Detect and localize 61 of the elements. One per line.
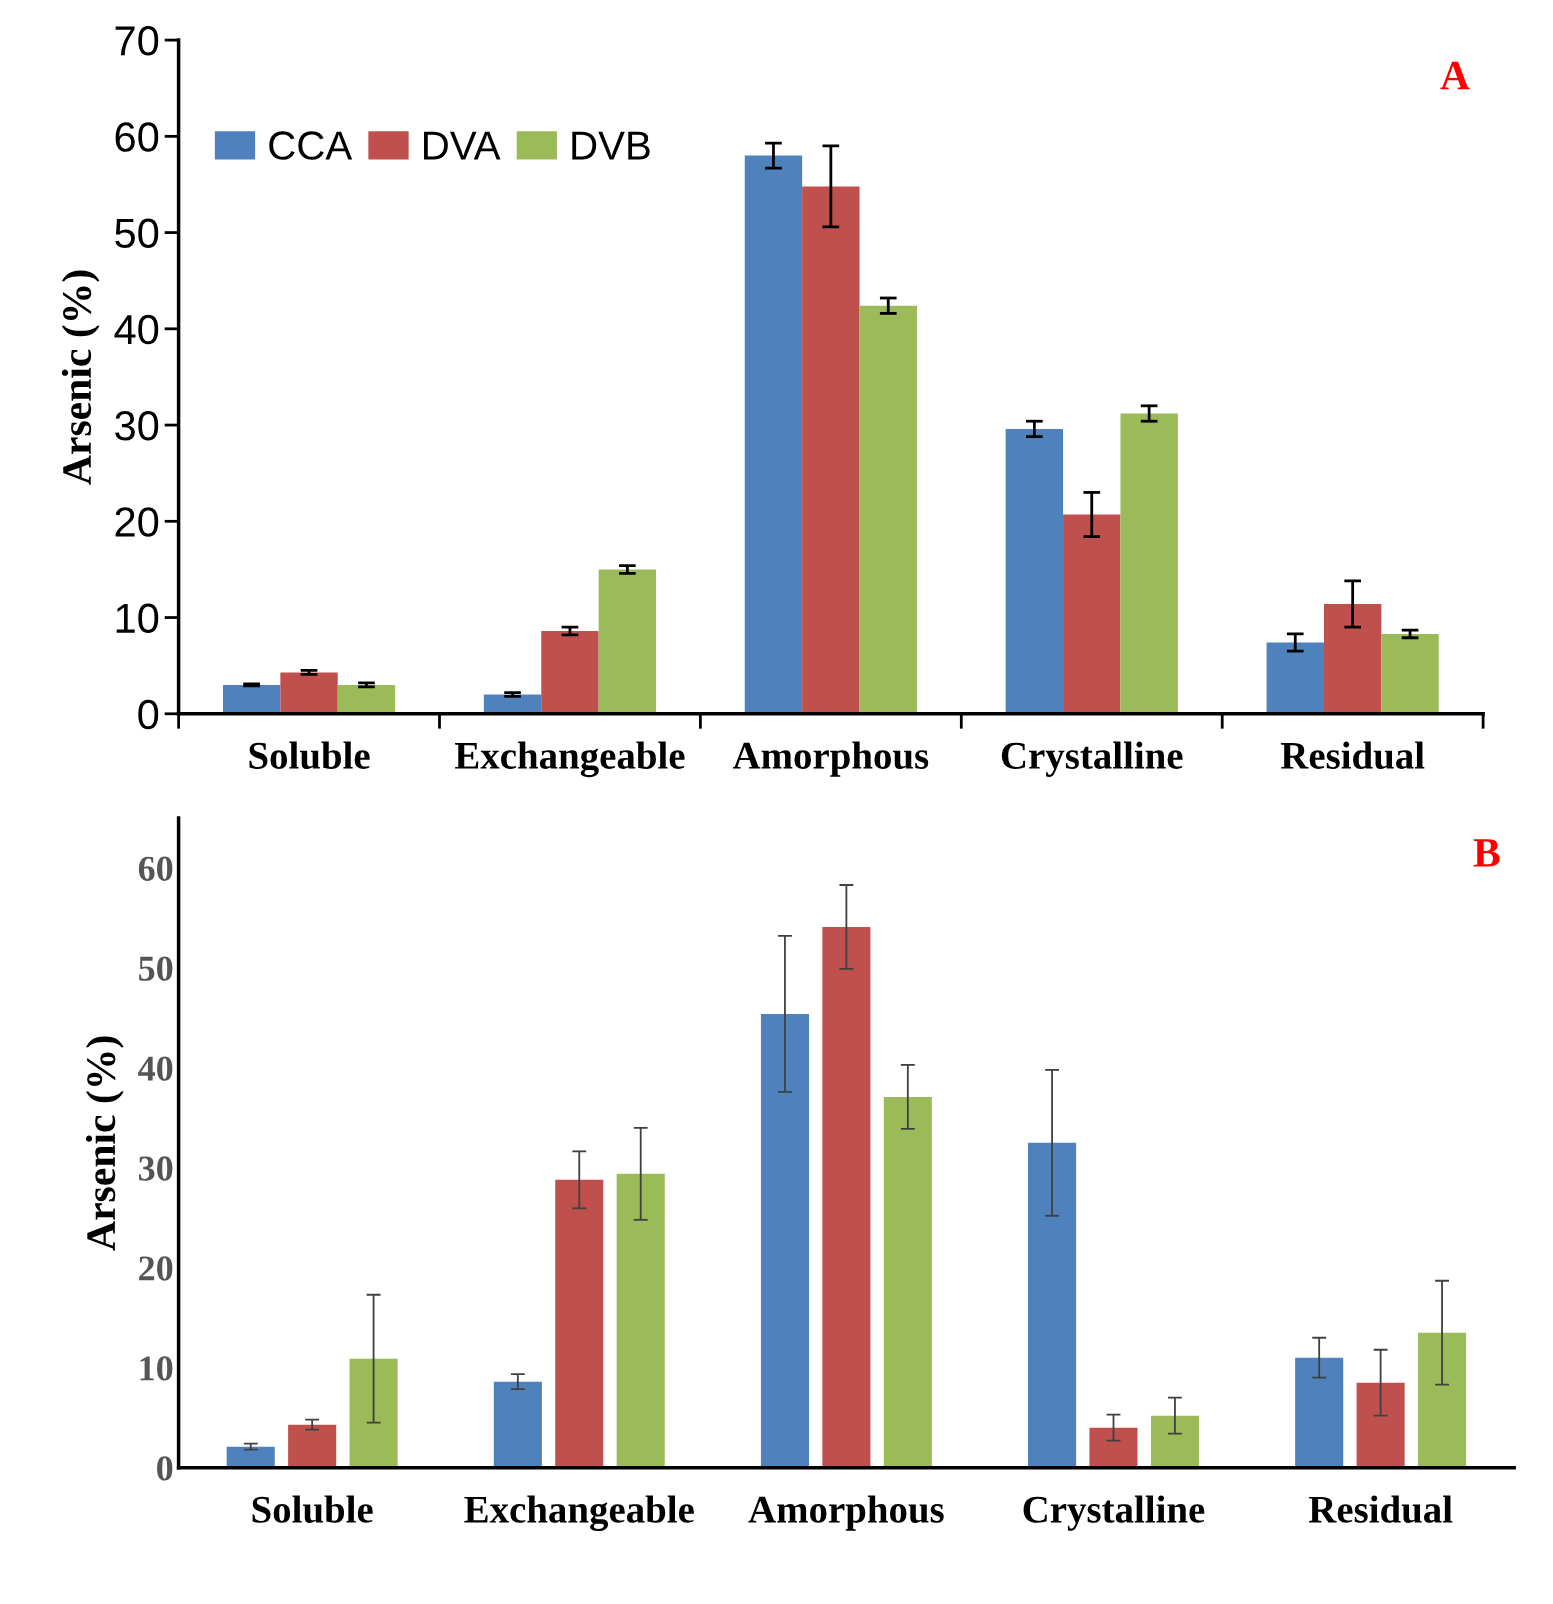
y-tick-label: 40 xyxy=(138,1056,173,1081)
bar xyxy=(744,155,803,714)
bar xyxy=(349,1358,398,1468)
annotation: B xyxy=(1473,839,1500,867)
bar xyxy=(1266,642,1324,714)
annotation: A xyxy=(1440,61,1470,90)
x-tick-label: Exchangeable xyxy=(464,1495,694,1532)
bar xyxy=(493,1381,542,1468)
bar xyxy=(1005,428,1064,714)
y-tick-label: 50 xyxy=(139,956,173,981)
x-tick-label: Amorphous xyxy=(732,741,929,777)
y-tick-label: 20 xyxy=(139,1256,173,1281)
legend-label: CCA xyxy=(269,131,353,160)
bar xyxy=(1323,604,1382,714)
bar xyxy=(222,684,281,714)
y-tick-label: 20 xyxy=(115,507,159,537)
bar xyxy=(1418,1332,1467,1468)
bar xyxy=(226,1446,275,1468)
legend-label: DVB xyxy=(572,131,650,160)
x-tick-label: Amorphous xyxy=(748,1495,944,1531)
bar xyxy=(859,305,917,714)
x-tick-label: Soluble xyxy=(249,741,370,770)
y-axis-title: Arsenic (%) xyxy=(61,270,100,485)
bar xyxy=(541,631,599,714)
bar xyxy=(802,186,860,714)
y-tick-label: 30 xyxy=(115,411,159,441)
x-tick-label: Residual xyxy=(1308,1495,1453,1523)
x-tick-label: Exchangeable xyxy=(455,741,685,778)
bar xyxy=(555,1179,604,1468)
bar xyxy=(1120,413,1178,714)
y-tick-label: 60 xyxy=(115,122,159,152)
y-tick-label: 10 xyxy=(140,1356,173,1381)
x-tick-label: Residual xyxy=(1280,741,1425,770)
x-tick-label: Crystalline xyxy=(1023,1495,1205,1531)
y-tick-label: 60 xyxy=(138,856,173,881)
bar xyxy=(598,569,657,714)
y-tick-label: 40 xyxy=(114,314,159,345)
bar xyxy=(1356,1382,1405,1468)
y-tick-label: 10 xyxy=(116,603,159,634)
y-tick-label: 0 xyxy=(157,1456,173,1481)
bar xyxy=(616,1173,665,1468)
bar xyxy=(288,1424,337,1468)
bar xyxy=(822,926,871,1468)
bar xyxy=(1381,633,1439,714)
x-tick-label: Crystalline xyxy=(1001,741,1183,777)
x-tick-label: Soluble xyxy=(252,1495,373,1523)
y-axis-title: Arsenic (%) xyxy=(85,1036,124,1251)
bar xyxy=(1295,1357,1344,1468)
y-tick-label: 50 xyxy=(115,218,159,249)
bar xyxy=(883,1096,932,1468)
bar xyxy=(1150,1415,1199,1468)
bar xyxy=(337,684,396,714)
y-tick-label: 30 xyxy=(138,1156,173,1181)
bar xyxy=(1089,1427,1138,1468)
y-tick-label: 0 xyxy=(138,699,159,730)
legend-label: DVA xyxy=(424,131,501,160)
bar xyxy=(280,672,338,714)
bar xyxy=(760,1013,809,1468)
bar xyxy=(1063,514,1121,714)
y-tick-label: 70 xyxy=(115,26,159,56)
bar xyxy=(1028,1142,1077,1468)
